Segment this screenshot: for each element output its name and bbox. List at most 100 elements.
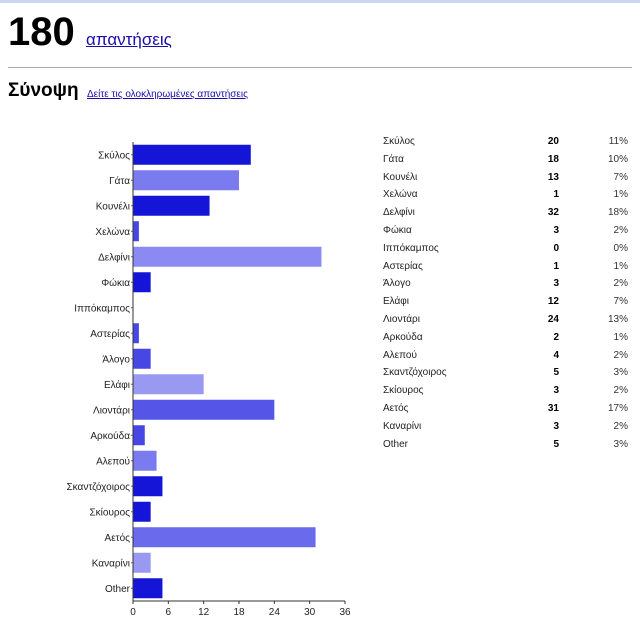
category-label: Άλογο	[102, 354, 130, 365]
table-row: Αλεπού 4 2%	[383, 347, 628, 365]
bar	[133, 323, 139, 344]
row-count: 1	[553, 260, 559, 272]
row-label: Other	[383, 438, 409, 450]
row-label: Αρκούδα	[383, 331, 423, 343]
row-count: 2	[553, 331, 559, 343]
table-row: Άλογο 3 2%	[383, 275, 628, 293]
row-count: 3	[553, 278, 559, 290]
row-label: Δελφίνι	[383, 207, 415, 219]
category-label: Σκίουρος	[89, 506, 130, 518]
bar	[133, 348, 151, 369]
bar	[133, 527, 316, 548]
summary-title: Σύνοψη	[8, 80, 79, 101]
row-label: Άλογο	[383, 278, 411, 290]
full-responses-link[interactable]: Δείτε τις ολοκληρωμένες απαντήσεις	[87, 89, 248, 100]
row-label: Σκαντζόχοιρος	[383, 367, 447, 379]
row-percent: 1%	[613, 189, 628, 201]
row-label: Αστερίας	[383, 260, 423, 272]
row-percent: 2%	[613, 224, 628, 236]
row-count: 0	[553, 242, 559, 254]
row-label: Χελώνα	[383, 189, 418, 201]
row-percent: 1%	[613, 260, 628, 272]
row-label: Κουνέλι	[383, 171, 418, 183]
top-bar	[0, 0, 640, 3]
category-label: Αστερίας	[90, 328, 130, 340]
bar	[133, 450, 157, 471]
table-row: Σκύλος 20 11%	[383, 133, 628, 151]
row-percent: 2%	[613, 385, 628, 397]
category-label: Σκαντζόχοιρος	[66, 481, 130, 493]
table-row: Ελάφι 12 7%	[383, 293, 628, 311]
row-count: 20	[547, 136, 559, 147]
table-row: Αετός 31 17%	[383, 400, 628, 418]
row-percent: 7%	[613, 171, 628, 183]
category-label: Γάτα	[109, 175, 130, 187]
x-tick-label: 12	[198, 607, 210, 618]
row-percent: 3%	[613, 438, 628, 450]
row-label: Λιοντάρι	[383, 313, 420, 325]
row-count: 31	[547, 402, 559, 414]
row-count: 4	[553, 349, 559, 361]
row-percent: 18%	[607, 207, 628, 219]
bar-chart: Σκύλος Γάτα Κουνέλι Χελώνα Δελφίνι Φώκια Ιππόκ…	[66, 142, 351, 618]
row-count: 12	[547, 296, 559, 308]
category-label: Other	[105, 584, 131, 595]
table-row: Φώκια 3 2%	[383, 222, 628, 240]
row-percent: 3%	[613, 367, 628, 379]
bar	[133, 578, 163, 599]
row-count: 24	[547, 313, 559, 325]
category-label: Ιππόκαμπος	[74, 302, 130, 314]
row-count: 5	[553, 367, 559, 379]
bar	[133, 552, 151, 573]
row-percent: 0%	[613, 242, 628, 254]
bar	[133, 501, 151, 522]
row-percent: 13%	[607, 313, 628, 325]
x-tick-label: 6	[166, 607, 172, 618]
table-row: Αρκούδα 2 1%	[383, 329, 628, 347]
bar	[133, 195, 210, 216]
bar	[133, 144, 251, 165]
table-row: Δελφίνι 32 18%	[383, 204, 628, 222]
row-label: Αετός	[383, 402, 409, 414]
row-label: Καναρίνι	[383, 420, 422, 432]
table-row: Χελώνα 1 1%	[383, 186, 628, 204]
category-label: Αλεπού	[96, 455, 130, 467]
bar	[133, 246, 322, 267]
row-percent: 1%	[613, 331, 628, 343]
bar	[133, 374, 204, 395]
responses-link[interactable]: απαντήσεις	[86, 30, 172, 49]
bar	[133, 476, 163, 497]
x-tick-label: 18	[233, 607, 245, 618]
row-count: 3	[553, 385, 559, 397]
summary-table: Σκύλος 20 11% Γάτα 18 10% Κουνέλι 13 7% Χελώνα 1 1%…	[383, 133, 628, 453]
table-row: Σκαντζόχοιρος 5 3%	[383, 364, 628, 382]
table-row: Σκίουρος 3 2%	[383, 382, 628, 400]
table-row: Other 5 3%	[383, 436, 628, 454]
category-label: Σκύλος	[98, 149, 130, 161]
category-label: Αρκούδα	[90, 430, 130, 442]
category-label: Λιοντάρι	[93, 404, 130, 416]
row-count: 3	[553, 420, 559, 432]
category-label: Καναρίνι	[92, 557, 130, 569]
x-tick-label: 36	[339, 607, 351, 618]
row-percent: 10%	[607, 153, 628, 165]
category-label: Φώκια	[101, 277, 130, 289]
x-tick-label: 0	[130, 607, 136, 618]
category-label: Ελάφι	[104, 379, 130, 391]
category-label: Αετός	[105, 532, 131, 544]
bar	[133, 170, 239, 191]
row-percent: 11%	[608, 136, 628, 147]
table-row: Αστερίας 1 1%	[383, 258, 628, 276]
row-count: 18	[547, 153, 559, 165]
x-tick-label: 24	[269, 607, 281, 618]
row-count: 13	[547, 171, 559, 183]
bar	[133, 425, 145, 446]
category-label: Δελφίνι	[98, 251, 130, 263]
row-label: Σκύλος	[383, 136, 415, 147]
row-count: 5	[553, 438, 559, 450]
row-label: Ελάφι	[383, 296, 410, 308]
category-label: Χελώνα	[95, 226, 130, 238]
table-row: Κουνέλι 13 7%	[383, 169, 628, 187]
row-percent: 7%	[613, 296, 628, 308]
table-row: Λιοντάρι 24 13%	[383, 311, 628, 329]
